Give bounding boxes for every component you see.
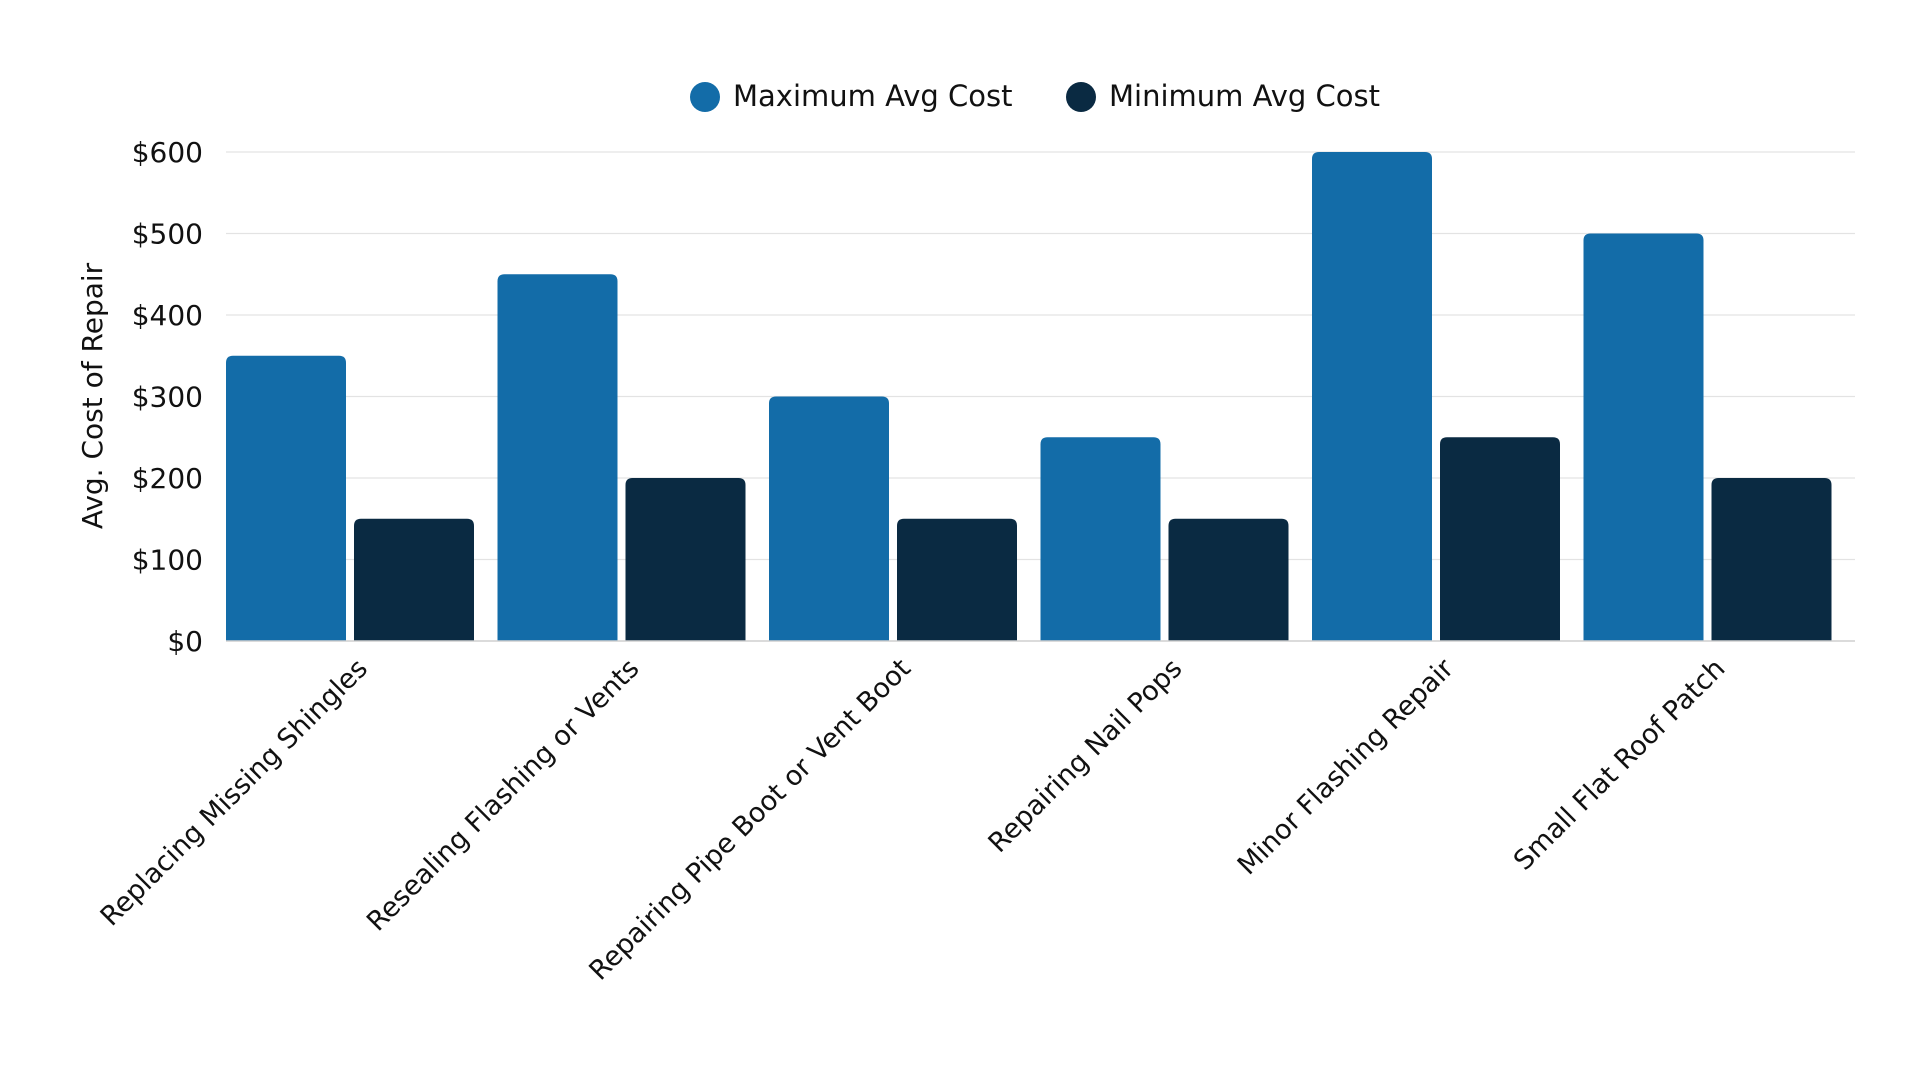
bar	[1583, 233, 1704, 641]
legend-marker	[690, 82, 720, 112]
bar	[226, 355, 346, 641]
legend-label: Maximum Avg Cost	[733, 79, 1013, 113]
x-tick-label: Resealing Flashing or Vents	[361, 653, 645, 937]
legend: Maximum Avg Cost Minimum Avg Cost	[690, 79, 1380, 113]
y-tick-label: $200	[132, 462, 203, 495]
bar	[625, 478, 746, 641]
bars	[226, 152, 1832, 641]
y-axis-label: Avg. Cost of Repair	[76, 262, 109, 529]
y-tick-label: $100	[132, 544, 203, 577]
bar	[897, 518, 1017, 641]
y-tick-label: $400	[132, 299, 203, 332]
bar	[1168, 518, 1289, 641]
bar	[1440, 437, 1560, 641]
bar	[354, 518, 474, 641]
bar	[497, 274, 618, 641]
x-tick-label: Minor Flashing Repair	[1232, 652, 1461, 881]
y-tick-label: $0	[167, 625, 203, 658]
y-tick-label: $500	[132, 218, 203, 251]
x-tick-label: Replacing Missing Shingles	[95, 653, 374, 932]
bar	[1711, 478, 1832, 641]
x-tick-label: Repairing Nail Pops	[983, 653, 1189, 859]
legend-marker	[1066, 82, 1096, 112]
bar	[769, 396, 889, 641]
bar	[1040, 437, 1161, 641]
bar	[1312, 152, 1432, 641]
legend-label: Minimum Avg Cost	[1109, 79, 1380, 113]
y-tick-label: $300	[132, 381, 203, 414]
x-tick-label: Small Flat Roof Patch	[1508, 653, 1732, 877]
y-tick-label: $600	[132, 136, 203, 169]
x-tick-label: Repairing Pipe Boot or Vent Boot	[583, 653, 917, 987]
